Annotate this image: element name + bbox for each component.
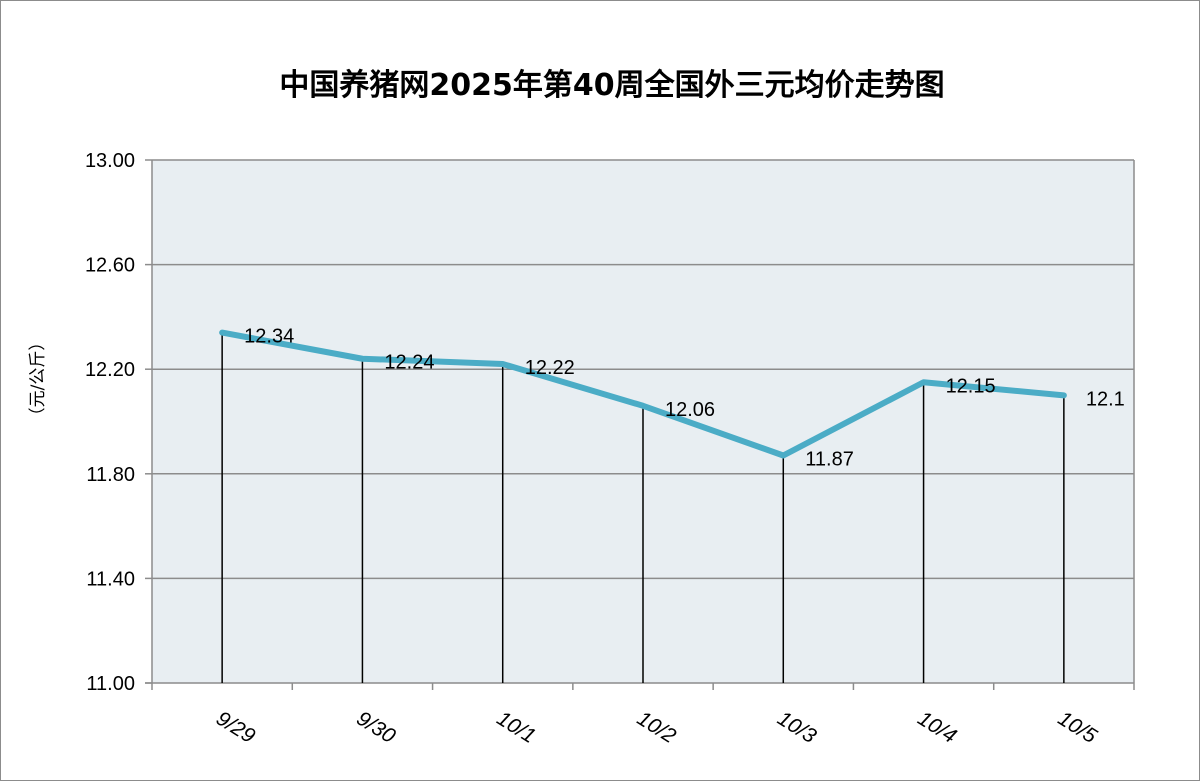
y-tick-label: 13.00 — [85, 150, 135, 172]
y-axis-label: （元/公斤） — [28, 334, 48, 425]
y-tick-label: 12.20 — [85, 359, 135, 381]
series-line — [219, 329, 1067, 459]
y-tick-label: 11.80 — [86, 464, 135, 486]
data-label: 12.24 — [384, 352, 434, 374]
data-label: 12.34 — [244, 326, 294, 348]
chart-title: 中国养猪网2025年第40周全国外三元均价走势图 — [279, 68, 944, 103]
plot-area: 11.00 11.40 11.80 12.20 12.60 13.00 12.34 12.24… — [85, 150, 1135, 748]
x-tick-label: 9/29 — [212, 707, 259, 748]
x-tick-label: 10/5 — [1054, 707, 1101, 748]
data-label: 11.87 — [805, 448, 854, 470]
data-label: 12.1 — [1086, 388, 1125, 410]
data-label: 12.22 — [525, 357, 575, 379]
data-label: 12.06 — [665, 399, 715, 421]
x-tick-label: 10/3 — [773, 707, 820, 748]
x-tick-label: 10/1 — [493, 707, 540, 748]
x-tick-label: 10/4 — [914, 707, 961, 748]
x-tick-label: 10/2 — [633, 707, 680, 748]
y-tick-label: 11.40 — [86, 568, 135, 590]
x-tick-label: 9/30 — [352, 707, 399, 748]
y-tick-label: 12.60 — [85, 255, 135, 277]
y-tick-label: 11.00 — [86, 673, 135, 695]
data-label: 12.15 — [946, 375, 996, 397]
